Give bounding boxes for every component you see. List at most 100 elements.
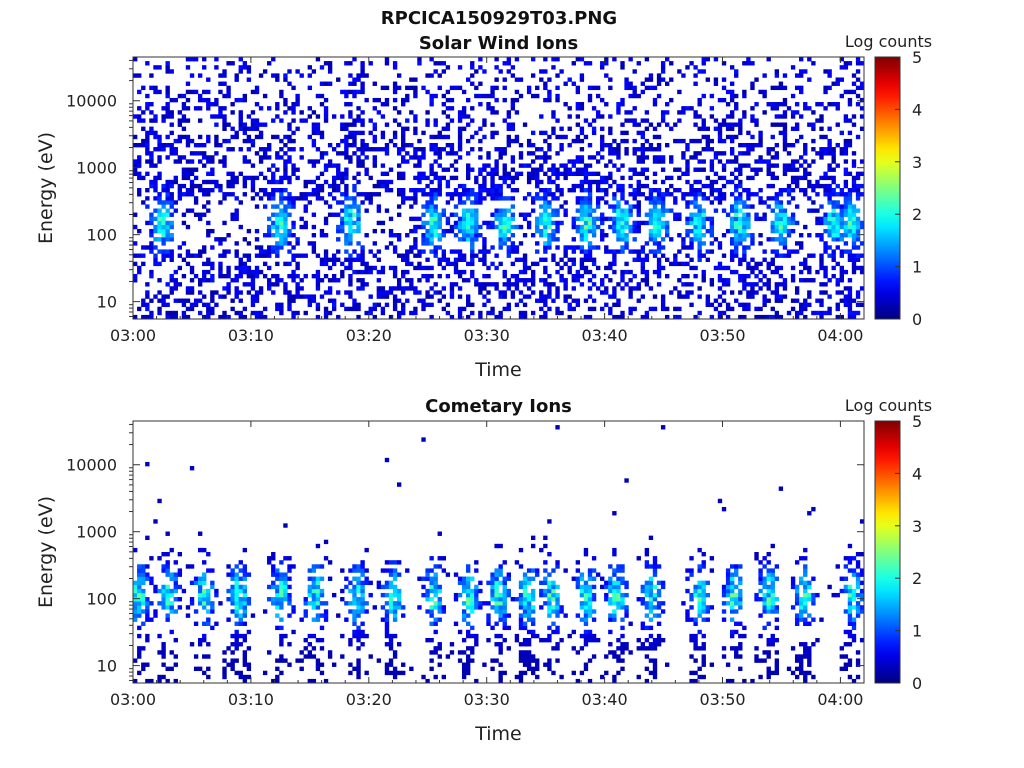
- spectrogram-cell: [258, 188, 264, 193]
- spectrogram-cell: [656, 147, 662, 152]
- spectrogram-cell: [843, 269, 849, 275]
- spectrogram-cell: [709, 241, 715, 246]
- spectrogram-cell: [319, 278, 325, 283]
- spectrogram-cell: [340, 302, 345, 308]
- spectrogram-cell: [348, 609, 353, 614]
- spectrogram-cell: [141, 253, 146, 258]
- spectrogram-cell: [535, 249, 540, 254]
- spectrogram-cell: [587, 163, 593, 168]
- spectrogram-cell: [612, 163, 617, 168]
- spectrogram-cell: [530, 175, 536, 181]
- spectrogram-cell: [742, 89, 747, 95]
- spectrogram-cell: [502, 208, 507, 213]
- spectrogram-cell: [161, 674, 166, 680]
- spectrogram-cell: [474, 196, 479, 201]
- spectrogram-cell: [441, 605, 446, 610]
- spectrogram-cell: [522, 278, 528, 283]
- spectrogram-cell: [494, 171, 499, 177]
- spectrogram-cell: [396, 73, 402, 78]
- spectrogram-cell: [843, 286, 849, 291]
- spectrogram-cell: [149, 102, 154, 107]
- spectrogram-cell: [380, 114, 386, 119]
- spectrogram-cell: [295, 253, 300, 258]
- spectrogram-cell: [470, 249, 475, 254]
- spectrogram-cell: [770, 228, 775, 234]
- spectrogram-cell: [437, 261, 442, 267]
- spectrogram-cell: [466, 261, 471, 267]
- spectrogram-cell: [616, 282, 621, 287]
- spectrogram-cell: [543, 257, 548, 262]
- spectrogram-cell: [222, 670, 227, 676]
- spectrogram-cell: [307, 241, 312, 246]
- spectrogram-cell: [287, 212, 292, 217]
- spectrogram-cell: [376, 97, 382, 103]
- spectrogram-cell: [417, 175, 422, 181]
- spectrogram-cell: [319, 601, 325, 606]
- spectrogram-cell: [831, 216, 836, 222]
- spectrogram-cell: [153, 183, 158, 189]
- spectrogram-cell: [303, 646, 308, 651]
- spectrogram-cell: [567, 302, 572, 308]
- spectrogram-cell: [774, 155, 780, 160]
- spectrogram-cell: [303, 637, 308, 643]
- spectrogram-cell: [673, 257, 678, 262]
- spectrogram-cell: [210, 568, 215, 573]
- spectrogram-cell: [636, 171, 641, 177]
- spectrogram-cell: [145, 282, 150, 287]
- spectrogram-cell: [474, 592, 479, 598]
- spectrogram-cell: [421, 212, 426, 217]
- spectrogram-cell: [827, 212, 832, 217]
- spectrogram-cell: [827, 142, 832, 148]
- spectrogram-cell: [291, 130, 296, 136]
- spectrogram-cell: [242, 674, 248, 680]
- spectrogram-cell: [742, 224, 747, 230]
- spectrogram-cell: [794, 286, 800, 291]
- spectrogram-cell: [729, 228, 735, 234]
- spectrogram-cell: [729, 216, 735, 222]
- spectrogram-cell: [734, 208, 739, 213]
- spectrogram-cell: [470, 302, 475, 308]
- spectrogram-cell: [267, 155, 272, 160]
- spectrogram-cell: [396, 237, 402, 242]
- spectrogram-cell: [380, 179, 386, 185]
- spectrogram-cell: [197, 142, 203, 148]
- spectrogram-cell: [616, 155, 621, 160]
- spectrogram-cell: [242, 678, 248, 684]
- spectrogram-cell: [681, 151, 686, 156]
- spectrogram-cell: [518, 77, 524, 82]
- spectrogram-cell: [429, 286, 434, 291]
- spectrogram-cell: [579, 73, 585, 78]
- spectrogram-cell: [803, 147, 808, 152]
- spectrogram-cell: [441, 556, 446, 561]
- spectrogram-cell: [141, 85, 146, 91]
- spectrogram-cell: [522, 257, 528, 262]
- spectrogram-cell: [319, 171, 325, 177]
- spectrogram-cell: [177, 155, 183, 160]
- spectrogram-cell: [839, 151, 844, 156]
- spectrogram-cell: [632, 220, 637, 226]
- spectrogram-cell: [392, 670, 398, 676]
- spectrogram-cell: [295, 175, 300, 181]
- spectrogram-cell: [843, 204, 849, 209]
- spectrogram-cell: [429, 220, 434, 226]
- spectrogram-cell: [145, 220, 150, 226]
- spectrogram-cell: [405, 249, 410, 254]
- spectrogram-cell: [689, 282, 694, 287]
- spectrogram-cell: [165, 224, 170, 230]
- spectrogram-cell: [197, 188, 203, 193]
- spectrogram-cell: [807, 57, 812, 62]
- spectrogram-cell: [786, 151, 792, 156]
- spectrogram-cell: [392, 65, 398, 70]
- spectrogram-cell: [275, 224, 280, 230]
- spectrogram-cell: [827, 138, 832, 144]
- spectrogram-cell: [770, 122, 775, 127]
- spectrogram-cell: [336, 171, 341, 177]
- spectrogram-cell: [254, 192, 260, 197]
- spectrogram-cell: [356, 666, 361, 672]
- spectrogram-cell: [851, 163, 857, 168]
- spectrogram-cell: [457, 118, 463, 123]
- spectrogram-cell: [782, 114, 788, 119]
- spectrogram-cell: [291, 294, 296, 299]
- spectrogram-cell: [770, 220, 775, 226]
- spectrogram-cell: [535, 192, 540, 197]
